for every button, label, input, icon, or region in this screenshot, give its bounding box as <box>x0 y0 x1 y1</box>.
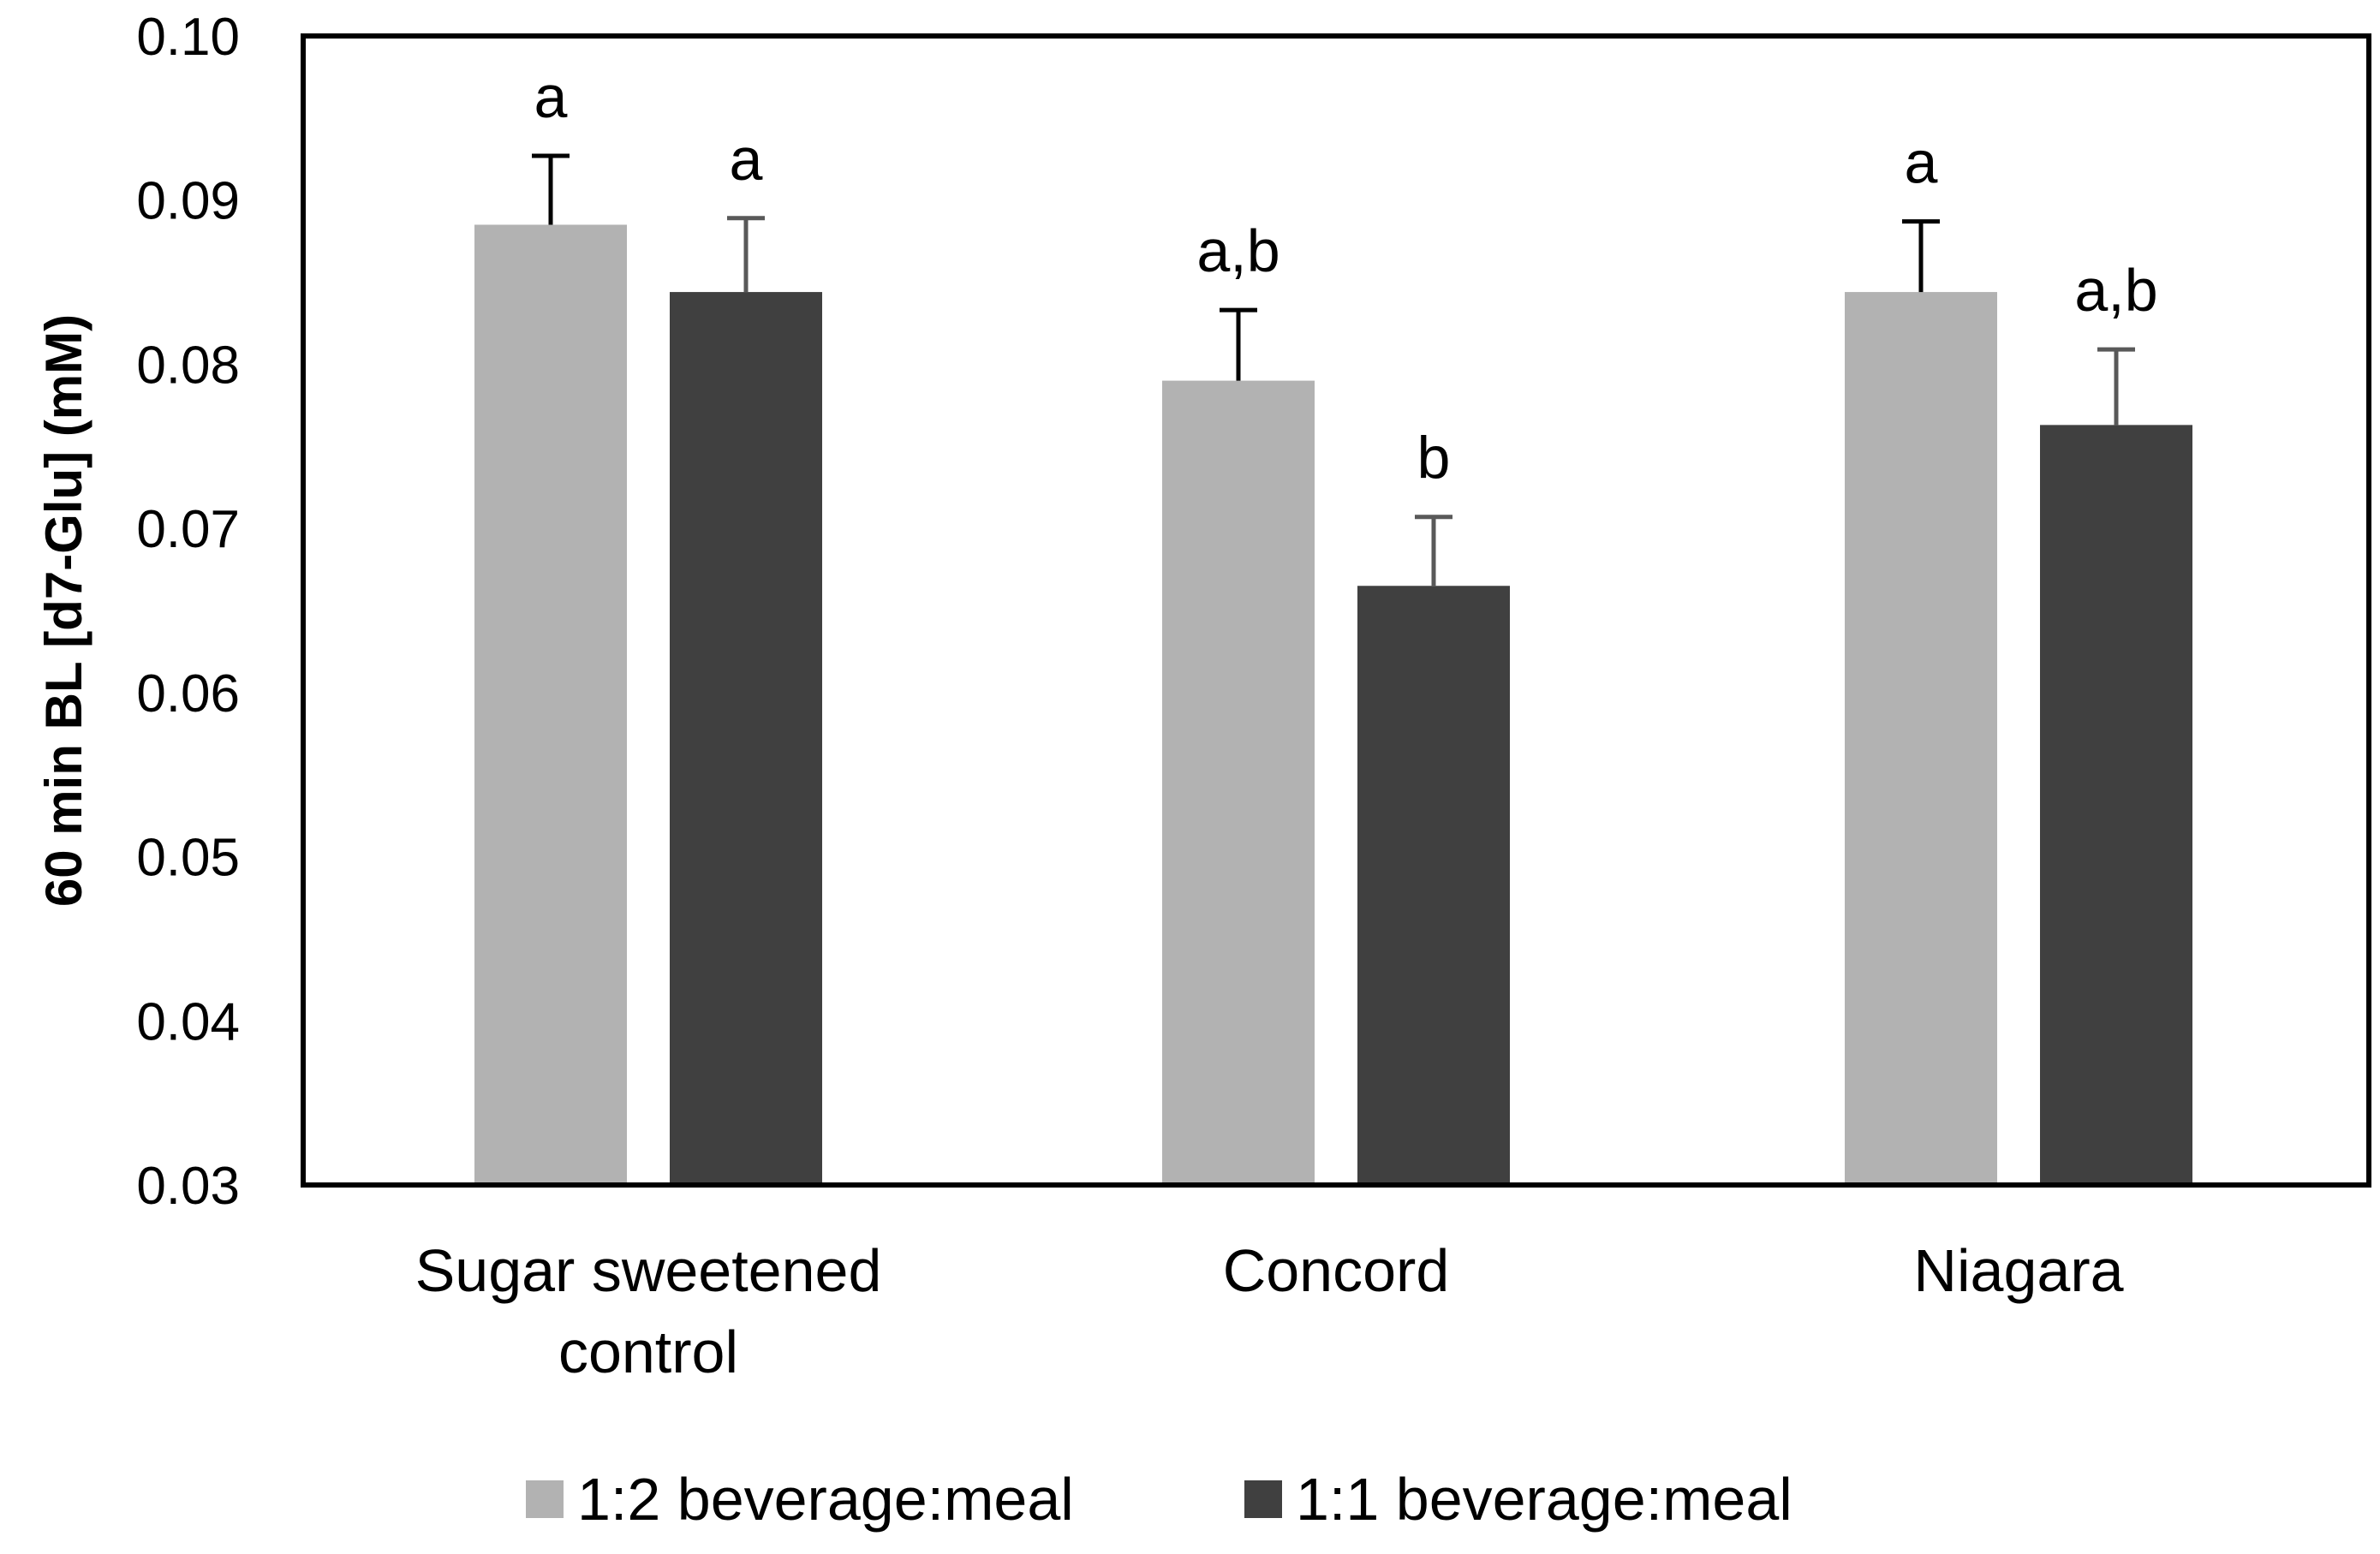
y-tick-label: 0.06 <box>136 664 240 723</box>
significance-label: a <box>534 63 568 130</box>
significance-label: a,b <box>1196 217 1279 284</box>
y-tick-label: 0.08 <box>136 336 240 395</box>
category-label: Sugar sweetened <box>415 1237 882 1304</box>
y-tick-label: 0.05 <box>136 829 240 888</box>
bar-ratio-1-1 <box>1357 586 1510 1185</box>
significance-label: a,b <box>2074 257 2157 324</box>
legend: 1:2 beverage:meal 1:1 beverage:meal <box>526 1466 1792 1533</box>
y-tick-label: 0.07 <box>136 500 240 559</box>
bar-ratio-1-1 <box>670 292 822 1186</box>
y-axis-ticks: 0.03 0.04 0.05 0.06 0.07 0.08 0.09 0.10 <box>136 8 240 1216</box>
category-label: Concord <box>1223 1237 1450 1304</box>
y-axis-title: 60 min BL [d7-Glu] (mM) <box>35 314 92 907</box>
significance-label: b <box>1417 425 1451 491</box>
bar-ratio-1-2 <box>1845 292 1997 1186</box>
category-labels-group: Sugar sweetened control Concord Niagara <box>415 1237 2124 1385</box>
significance-label: a <box>1905 129 1938 196</box>
y-tick-label: 0.03 <box>136 1157 240 1216</box>
legend-label: 1:1 beverage:meal <box>1296 1466 1792 1533</box>
plot-area-frame <box>301 33 2371 1188</box>
significance-label: a <box>730 126 763 193</box>
bar-ratio-1-2 <box>474 224 627 1185</box>
category-label: control <box>558 1319 738 1385</box>
bar-ratio-1-1 <box>2040 425 2192 1185</box>
y-tick-label: 0.09 <box>136 172 240 231</box>
legend-swatch <box>526 1480 564 1518</box>
category-label: Niagara <box>1913 1237 2123 1304</box>
significance-labels-group: a a,b a a b a,b <box>534 63 2158 491</box>
error-bars-group <box>532 153 2135 586</box>
y-tick-label: 0.10 <box>136 8 240 67</box>
bars-group <box>474 224 2192 1186</box>
legend-label: 1:2 beverage:meal <box>577 1466 1074 1533</box>
y-tick-label: 0.04 <box>136 992 240 1051</box>
bar-ratio-1-2 <box>1162 380 1315 1186</box>
legend-swatch <box>1244 1480 1282 1518</box>
